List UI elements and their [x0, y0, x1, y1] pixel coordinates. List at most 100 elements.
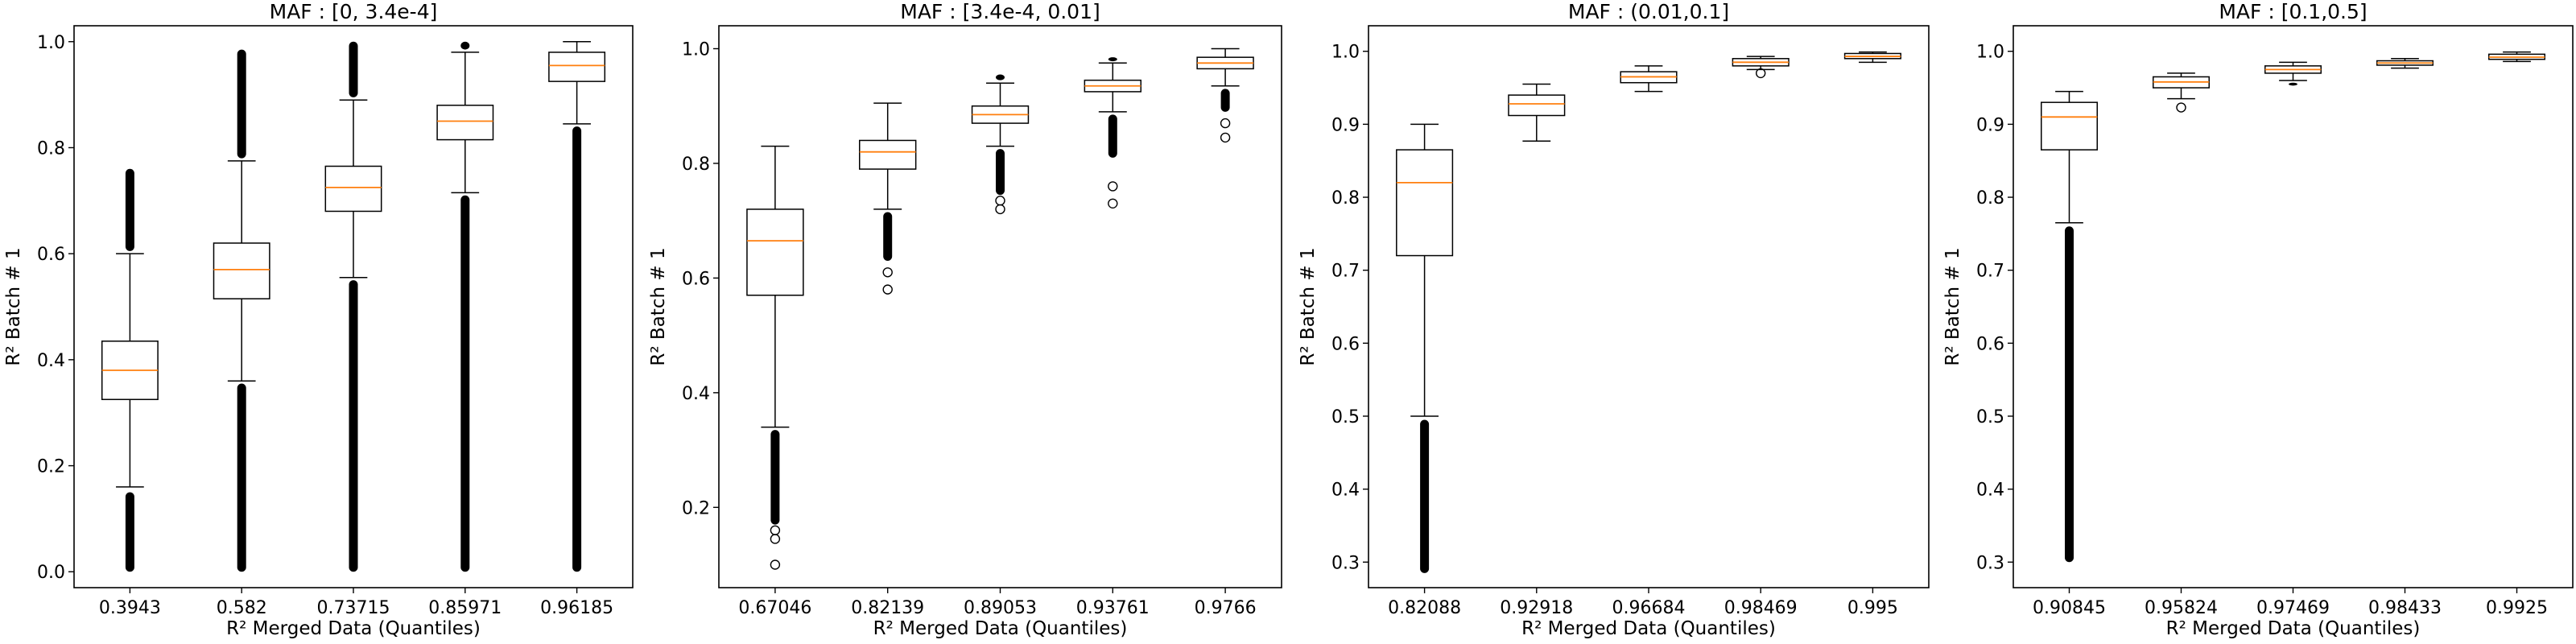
box-4	[1732, 56, 1790, 79]
y-tick-label: 0.2	[37, 457, 65, 477]
y-tick-label: 1.0	[37, 33, 65, 53]
iqr-box	[548, 52, 606, 82]
x-tick-label: 0.9925	[2486, 598, 2548, 618]
y-tick-label: 0.5	[1976, 407, 2004, 427]
y-axis-label: R² Batch # 1	[3, 247, 24, 365]
y-tick-label: 0.4	[1976, 481, 2004, 501]
x-tick-label: 0.90845	[2033, 598, 2106, 618]
flier-cluster-low	[1420, 419, 1430, 573]
y-tick-label: 0.6	[682, 269, 710, 289]
x-tick-label: 0.92918	[1500, 598, 1573, 618]
flier-point	[770, 534, 781, 544]
box-4	[1084, 57, 1141, 208]
box-3	[971, 74, 1030, 215]
y-tick-label: 0.5	[1331, 407, 1360, 427]
x-tick-label: 0.67046	[738, 598, 811, 618]
flier-cluster-low	[349, 280, 358, 572]
chart-title: MAF : (0.01,0.1]	[1568, 0, 1729, 23]
y-tick-label: 1.0	[682, 39, 710, 60]
x-axis-label: R² Merged Data (Quantiles)	[1521, 618, 1776, 639]
y-tick-label: 0.6	[1331, 334, 1360, 354]
y-tick-label: 0.3	[1976, 553, 2004, 573]
flier-cluster-low	[883, 212, 893, 262]
iqr-box	[324, 165, 382, 213]
flier-cluster-low	[125, 492, 134, 572]
flier-cluster-high	[349, 41, 358, 97]
x-tick-label: 0.98433	[2368, 598, 2442, 618]
flier-cluster-low	[2289, 82, 2297, 86]
x-axis-label: R² Merged Data (Quantiles)	[873, 618, 1128, 639]
x-tick-label: 0.3943	[99, 598, 161, 618]
box-1	[101, 168, 159, 572]
x-tick-label: 0.9766	[1195, 598, 1257, 618]
y-tick-label: 0.8	[1976, 188, 2004, 208]
box-3	[1620, 65, 1678, 93]
iqr-box	[2041, 101, 2098, 151]
x-tick-label: 0.582	[217, 598, 267, 618]
box-5	[2488, 51, 2545, 63]
chart-title: MAF : [3.4e-4, 0.01]	[900, 0, 1100, 23]
box-5	[1196, 47, 1254, 143]
flier-cluster-high	[460, 41, 470, 50]
x-axis-label: R² Merged Data (Quantiles)	[2166, 618, 2421, 639]
x-tick-label: 0.96684	[1612, 598, 1686, 618]
y-tick-label: 0.8	[682, 155, 710, 175]
flier-point	[1108, 198, 1118, 208]
flier-cluster-low	[770, 430, 780, 525]
x-tick-label: 0.89053	[964, 598, 1037, 618]
y-axis-label: R² Batch # 1	[648, 247, 669, 365]
flier-cluster-low	[460, 195, 470, 572]
box-3	[324, 41, 382, 572]
x-tick-label: 0.85971	[428, 598, 502, 618]
box-1	[1396, 123, 1454, 573]
box-2	[1508, 83, 1566, 142]
box-1	[746, 145, 804, 570]
box-2	[2153, 72, 2210, 113]
flier-point	[1108, 181, 1118, 192]
flier-cluster-high	[996, 74, 1005, 80]
y-tick-label: 0.8	[1331, 188, 1360, 208]
flier-point	[770, 525, 781, 535]
flier-point	[1755, 68, 1766, 79]
flier-point	[1220, 132, 1231, 143]
flier-point	[770, 559, 781, 570]
y-tick-label: 0.7	[1976, 262, 2004, 282]
iqr-box	[1508, 94, 1566, 117]
box-5	[1843, 51, 1901, 64]
box-4	[2376, 58, 2434, 69]
plot-frame	[718, 25, 1282, 588]
chart-panel-2: MAF : [3.4e-4, 0.01] R² Merged Data (Quan…	[648, 0, 1282, 639]
flier-point	[882, 284, 893, 295]
x-tick-label: 0.82088	[1388, 598, 1461, 618]
flier-point	[995, 196, 1005, 206]
x-tick-label: 0.98469	[1724, 598, 1798, 618]
box-4	[436, 41, 494, 572]
y-tick-label: 1.0	[1331, 43, 1360, 63]
y-axis-label: R² Batch # 1	[1942, 247, 1963, 365]
x-tick-label: 0.995	[1847, 598, 1898, 618]
iqr-box	[436, 105, 494, 141]
iqr-box	[746, 208, 804, 296]
flier-cluster-low	[1220, 89, 1230, 112]
y-tick-label: 0.9	[1976, 115, 2004, 135]
flier-cluster-low	[572, 126, 582, 572]
chart-panel-4: MAF : [0.1,0.5] R² Merged Data (Quantiles…	[1942, 0, 2574, 639]
flier-cluster-high	[125, 168, 134, 251]
x-tick-label: 0.82139	[851, 598, 924, 618]
flier-point	[1220, 118, 1231, 129]
chart-title: MAF : [0.1,0.5]	[2219, 0, 2367, 23]
y-tick-label: 1.0	[1976, 43, 2004, 63]
flier-cluster-high	[237, 49, 246, 159]
chart-title: MAF : [0, 3.4e-4]	[270, 0, 438, 23]
chart-panel-3: MAF : (0.01,0.1] R² Merged Data (Quantile…	[1298, 0, 1930, 639]
box-5	[548, 41, 606, 572]
y-tick-label: 0.6	[1976, 334, 2004, 354]
x-tick-label: 0.73715	[317, 598, 390, 618]
x-tick-label: 0.93761	[1076, 598, 1150, 618]
x-axis-label: R² Merged Data (Quantiles)	[226, 618, 481, 639]
iqr-box	[1396, 149, 1454, 257]
y-tick-label: 0.0	[37, 563, 65, 583]
y-tick-label: 0.2	[682, 498, 710, 518]
iqr-box	[859, 139, 917, 170]
flier-point	[995, 204, 1005, 215]
